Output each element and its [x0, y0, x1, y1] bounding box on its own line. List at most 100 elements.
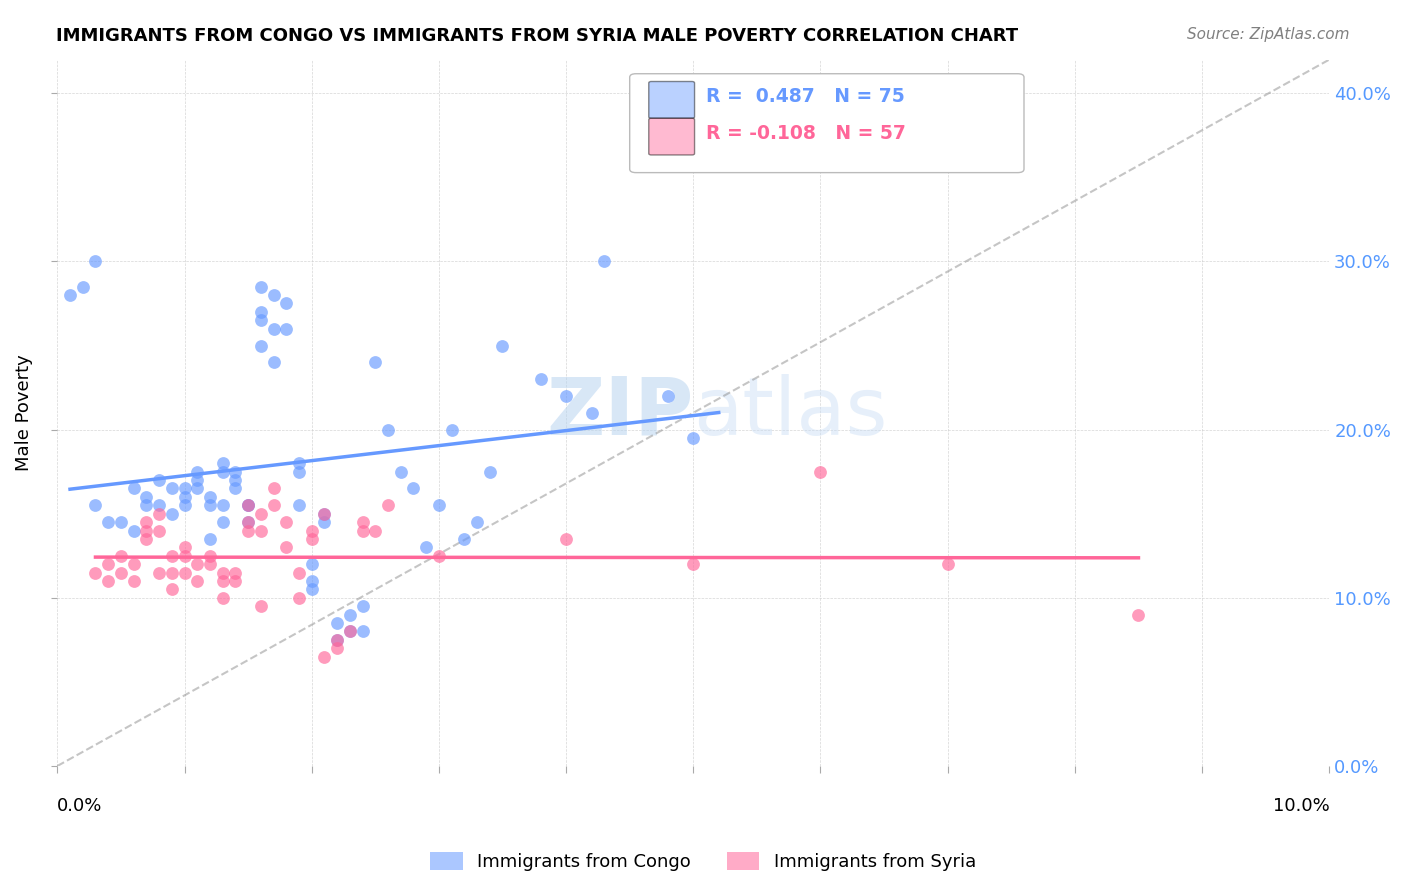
Point: [135, 515, 157, 529]
Point: [276, 515, 298, 529]
Point: [186, 574, 208, 588]
Text: ZIP: ZIP: [546, 374, 693, 452]
Text: R =  0.487   N = 75: R = 0.487 N = 75: [706, 87, 904, 106]
Point: [135, 524, 157, 538]
Point: [148, 498, 170, 512]
Point: [84, 254, 107, 268]
Point: [198, 490, 221, 504]
Point: [682, 557, 704, 571]
Point: [224, 574, 246, 588]
Point: [288, 456, 311, 470]
Point: [682, 431, 704, 445]
Point: [148, 507, 170, 521]
Text: Source: ZipAtlas.com: Source: ZipAtlas.com: [1187, 27, 1350, 42]
Point: [250, 279, 273, 293]
Point: [173, 566, 195, 580]
Point: [339, 624, 361, 639]
Point: [211, 591, 233, 605]
Point: [186, 473, 208, 487]
Point: [491, 338, 513, 352]
Point: [314, 649, 336, 664]
Point: [377, 423, 399, 437]
Point: [465, 515, 488, 529]
Point: [352, 524, 374, 538]
Point: [440, 423, 463, 437]
Point: [352, 515, 374, 529]
Point: [276, 322, 298, 336]
Point: [288, 465, 311, 479]
Point: [326, 632, 349, 647]
Point: [122, 482, 145, 496]
Point: [352, 599, 374, 614]
FancyBboxPatch shape: [648, 119, 695, 155]
Point: [211, 465, 233, 479]
Point: [186, 465, 208, 479]
Point: [936, 557, 959, 571]
Point: [402, 482, 425, 496]
Text: 10.0%: 10.0%: [1272, 797, 1329, 814]
Point: [364, 524, 387, 538]
Point: [84, 566, 107, 580]
Point: [211, 456, 233, 470]
Point: [250, 524, 273, 538]
Point: [555, 389, 578, 403]
Point: [236, 498, 259, 512]
Point: [173, 490, 195, 504]
Point: [478, 465, 501, 479]
Point: [198, 557, 221, 571]
Point: [453, 532, 475, 546]
Point: [427, 549, 450, 563]
Point: [211, 498, 233, 512]
Point: [288, 498, 311, 512]
Point: [236, 498, 259, 512]
Point: [110, 549, 132, 563]
Point: [263, 322, 285, 336]
Point: [326, 641, 349, 656]
Point: [148, 524, 170, 538]
Point: [148, 566, 170, 580]
Point: [288, 566, 311, 580]
Point: [173, 482, 195, 496]
Point: [198, 532, 221, 546]
Point: [810, 465, 832, 479]
Point: [236, 515, 259, 529]
Point: [314, 515, 336, 529]
Y-axis label: Male Poverty: Male Poverty: [15, 354, 32, 471]
Point: [110, 515, 132, 529]
Point: [122, 524, 145, 538]
Point: [250, 507, 273, 521]
Point: [415, 541, 437, 555]
Point: [288, 591, 311, 605]
Point: [211, 574, 233, 588]
Point: [97, 515, 120, 529]
Point: [339, 607, 361, 622]
Point: [160, 482, 183, 496]
Point: [224, 473, 246, 487]
Text: R = -0.108   N = 57: R = -0.108 N = 57: [706, 124, 905, 144]
Point: [250, 313, 273, 327]
Point: [160, 566, 183, 580]
Point: [326, 615, 349, 630]
Point: [224, 465, 246, 479]
Point: [301, 532, 323, 546]
Point: [364, 355, 387, 369]
Point: [301, 582, 323, 597]
Point: [427, 498, 450, 512]
Point: [657, 389, 679, 403]
Point: [122, 574, 145, 588]
FancyBboxPatch shape: [648, 81, 695, 119]
Point: [301, 557, 323, 571]
Point: [389, 465, 412, 479]
Point: [135, 490, 157, 504]
Point: [173, 541, 195, 555]
Point: [186, 482, 208, 496]
Point: [236, 498, 259, 512]
Point: [148, 473, 170, 487]
Point: [377, 498, 399, 512]
Point: [250, 338, 273, 352]
Point: [593, 254, 616, 268]
Point: [263, 288, 285, 302]
FancyBboxPatch shape: [630, 74, 1024, 173]
Point: [555, 532, 578, 546]
Point: [224, 482, 246, 496]
